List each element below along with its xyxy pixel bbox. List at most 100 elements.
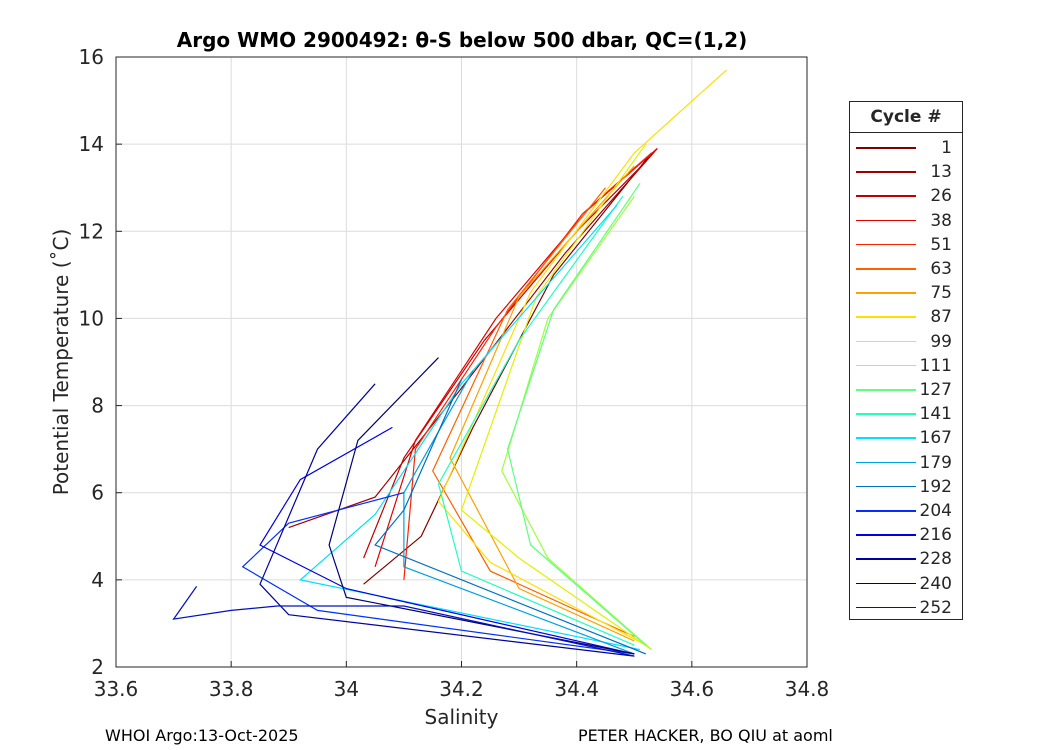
ticks: 33.6 33.8 34 34.2 34.4 34.6 34.8 2 4 6 8 10 12 14 16 — [79, 45, 830, 701]
legend-line-swatch — [856, 437, 916, 439]
legend-item: 127 — [850, 378, 962, 402]
x-tick-label: 34.4 — [554, 677, 599, 701]
legend-label: 167 — [919, 428, 952, 449]
x-tick-label: 34.8 — [785, 677, 830, 701]
legend-item: 13 — [850, 160, 962, 184]
legend-label: 13 — [930, 162, 952, 183]
legend-label: 141 — [919, 404, 952, 425]
x-tick-label: 34 — [334, 677, 359, 701]
legend-line-swatch — [856, 558, 916, 560]
legend-item: 63 — [850, 257, 962, 281]
legend-label: 127 — [919, 380, 952, 400]
legend-item: 87 — [850, 305, 962, 329]
legend-line-swatch — [856, 340, 916, 343]
legend-label: 240 — [919, 573, 952, 594]
legend-label: 63 — [930, 259, 952, 279]
legend-line-swatch — [856, 461, 916, 464]
legend-item: 179 — [850, 451, 962, 475]
series-line-cycle-1 — [363, 152, 652, 585]
series-lines — [172, 69, 727, 657]
y-tick-label: 14 — [79, 132, 104, 156]
legend-line-swatch — [856, 316, 916, 318]
legend-label: 252 — [919, 597, 952, 618]
legend-label: 26 — [930, 186, 952, 207]
chart-title: Argo WMO 2900492: θ-S below 500 dbar, QC… — [177, 28, 747, 52]
series-line-cycle-13 — [288, 148, 658, 529]
legend-label: 228 — [919, 549, 952, 570]
legend-item: 75 — [850, 281, 962, 305]
legend-item: 26 — [850, 184, 962, 208]
legend-line-swatch — [856, 171, 916, 173]
legend-item: 252 — [850, 596, 962, 620]
series-line-cycle-192 — [374, 379, 647, 655]
series-line-cycle-228 — [259, 383, 635, 657]
legend-line-swatch — [856, 485, 916, 488]
legend-label: 179 — [919, 452, 952, 473]
series-line-cycle-204 — [241, 492, 635, 655]
series-line-cycle-38 — [374, 148, 658, 567]
legend-line-swatch — [856, 268, 916, 270]
y-tick-label: 6 — [91, 481, 104, 505]
legend-label: 99 — [930, 331, 952, 352]
legend-line-swatch — [856, 292, 916, 294]
legend-item: 99 — [850, 330, 962, 354]
series-line-cycle-111 — [501, 196, 652, 651]
legend-line-swatch — [856, 606, 916, 609]
footer-credit-left: WHOI Argo:13-Oct-2025 — [105, 726, 299, 745]
legend-label: 38 — [930, 210, 952, 231]
series-line-cycle-167 — [298, 204, 641, 651]
y-axis-label: Potential Temperature (˚C) — [49, 229, 73, 496]
legend-line-swatch — [856, 364, 916, 367]
y-tick-label: 16 — [79, 45, 104, 69]
legend-line-swatch — [856, 413, 916, 415]
legend-item: 192 — [850, 475, 962, 499]
legend-label: 51 — [930, 234, 952, 255]
y-tick-label: 4 — [91, 568, 104, 592]
legend-title: Cycle # — [850, 102, 962, 133]
legend-item: 111 — [850, 354, 962, 378]
legend-item: 204 — [850, 499, 962, 523]
y-tick-label: 10 — [79, 306, 104, 330]
legend-item: 51 — [850, 233, 962, 257]
series-line-cycle-51 — [403, 152, 652, 580]
y-tick-label: 12 — [79, 219, 104, 243]
legend-line-swatch — [856, 219, 916, 222]
legend: Cycle # 1 13 26 38 51 63 75 87 99 111 127 141 167 179… — [849, 101, 963, 620]
legend-item: 228 — [850, 547, 962, 571]
legend-line-swatch — [856, 510, 916, 512]
legend-line-swatch — [856, 195, 916, 197]
legend-line-swatch — [856, 582, 916, 585]
grid — [115, 56, 808, 668]
legend-item: 240 — [850, 572, 962, 596]
legend-line-swatch — [856, 147, 916, 149]
series-line-cycle-63 — [432, 187, 635, 638]
legend-line-swatch — [856, 389, 916, 391]
series-line-cycle-240 — [328, 357, 635, 655]
legend-label: 1 — [941, 138, 952, 158]
x-axis-label: Salinity — [425, 705, 499, 729]
x-tick-label: 34.2 — [439, 677, 484, 701]
y-tick-label: 2 — [91, 655, 104, 679]
legend-item: 141 — [850, 402, 962, 426]
footer-credit-right: PETER HACKER, BO QIU at aoml — [578, 726, 833, 745]
y-tick-label: 8 — [91, 394, 104, 418]
legend-line-swatch — [856, 534, 916, 536]
legend-label: 204 — [919, 501, 952, 521]
legend-item: 38 — [850, 209, 962, 233]
legend-item: 1 — [850, 136, 962, 160]
legend-item: 216 — [850, 523, 962, 547]
legend-label: 192 — [919, 476, 952, 497]
legend-label: 111 — [919, 355, 952, 376]
legend-line-swatch — [856, 243, 916, 246]
series-line-cycle-99 — [460, 143, 652, 651]
series-line-cycle-252 — [172, 586, 635, 657]
legend-item: 167 — [850, 426, 962, 450]
x-tick-label: 33.6 — [94, 677, 139, 701]
x-tick-label: 33.8 — [209, 677, 254, 701]
series-line-cycle-141 — [437, 196, 635, 646]
x-tick-label: 34.6 — [670, 677, 715, 701]
series-line-cycle-87 — [437, 69, 727, 646]
series-line-cycle-216 — [259, 426, 635, 655]
legend-label: 87 — [930, 307, 952, 328]
